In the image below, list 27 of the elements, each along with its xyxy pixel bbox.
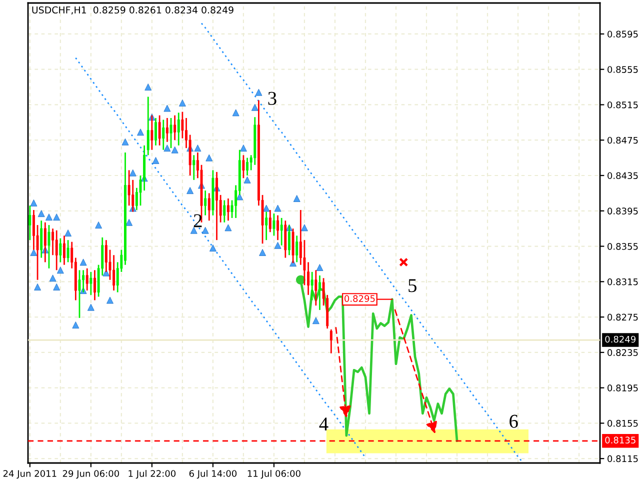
x-tick-label: 1 Jul 22:00	[128, 470, 176, 479]
y-tick-label: 0.8595	[608, 30, 638, 38]
y-tick-label: 0.8155	[608, 420, 638, 427]
ref-line-label: 0.8135	[605, 436, 636, 444]
data-label: 0.8295	[344, 295, 375, 302]
y-tick-label: 0.8435	[608, 172, 638, 180]
y-tick-label: 0.8235	[608, 349, 638, 356]
y-tick-label: 0.8355	[608, 243, 638, 250]
chart-title: USDCHF,H1 0.8259 0.8261 0.8234 0.8249	[32, 6, 234, 14]
y-tick-label: 0.8115	[608, 455, 638, 462]
x-tick-label: 29 Jun 06:00	[62, 470, 119, 479]
y-tick-label: 0.8395	[608, 208, 638, 214]
y-tick-label: 0.8515	[608, 101, 638, 108]
x-tick-label: 6 Jul 14:00	[189, 470, 237, 479]
annotation: 5	[408, 279, 416, 292]
annotation: 3	[268, 92, 276, 105]
ref-line-label: 0.8249	[605, 336, 636, 343]
x-tick-label: 24 Jun 2011	[3, 470, 56, 479]
y-tick-label: 0.8275	[608, 314, 638, 321]
y-tick-label: 0.8555	[608, 66, 638, 73]
annotation: 6	[510, 414, 518, 428]
x-tick-label: 11 Jul 06:00	[248, 470, 300, 479]
y-tick-label: 0.8475	[608, 136, 638, 144]
annotation: 4	[319, 418, 328, 430]
annotation: 2	[194, 214, 202, 228]
y-tick-label: 0.8195	[608, 384, 638, 392]
y-tick-label: 0.8315	[608, 278, 638, 286]
